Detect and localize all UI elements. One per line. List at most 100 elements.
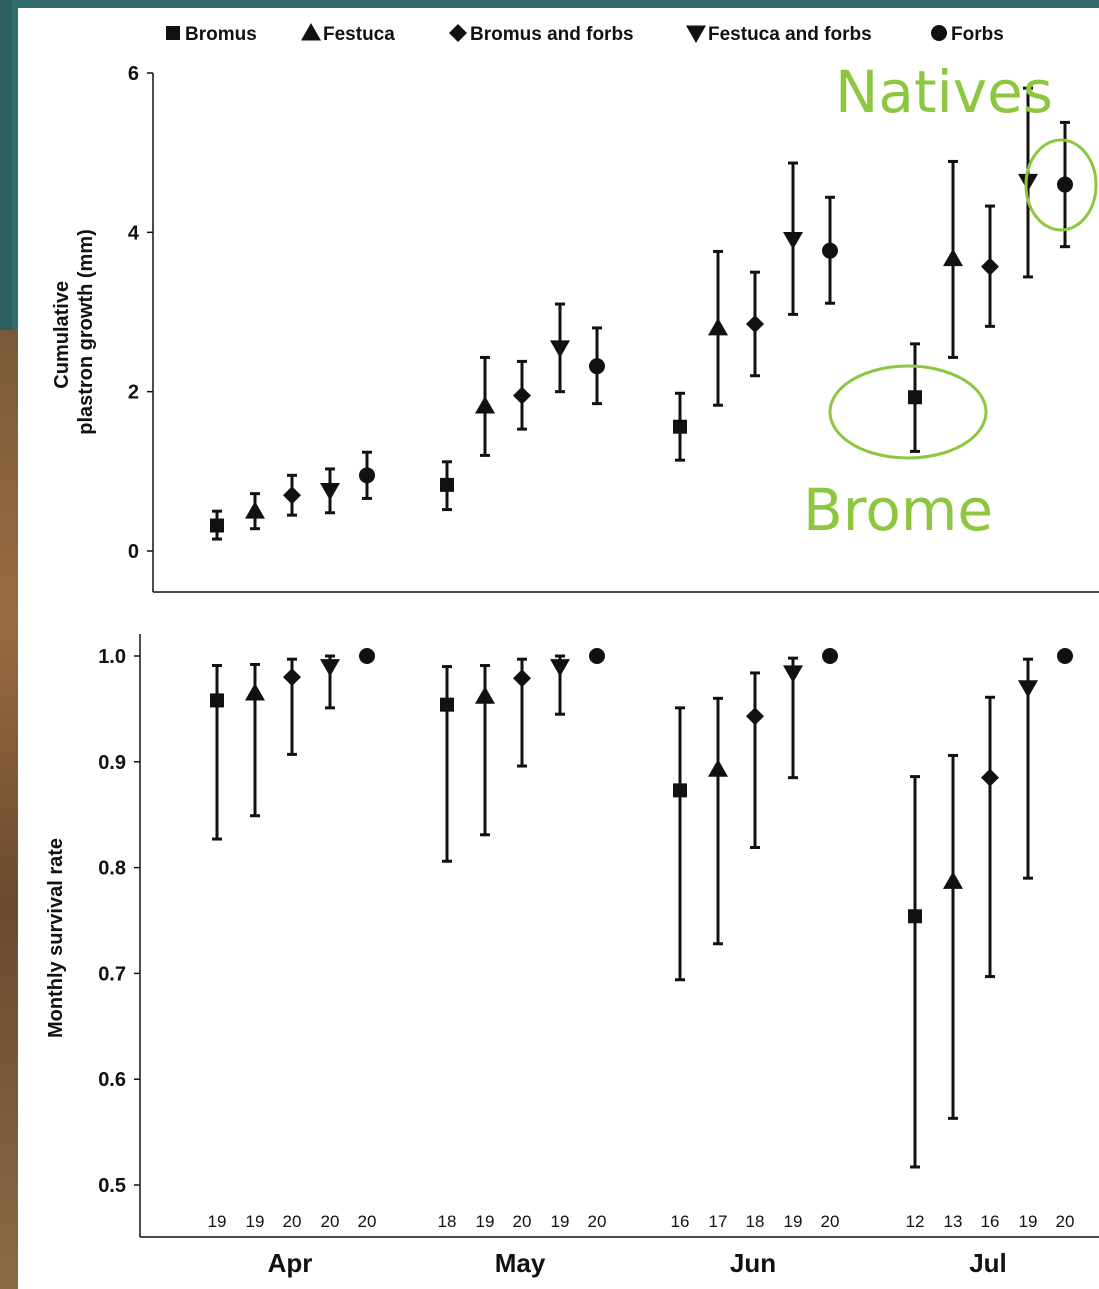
data-point-triangle-up xyxy=(943,248,963,267)
data-point-triangle-up xyxy=(708,759,728,777)
legend-label: Bromus and forbs xyxy=(470,24,634,45)
data-point-circle xyxy=(589,648,605,664)
brome-label: Brome xyxy=(803,476,993,544)
data-point-circle xyxy=(822,648,838,664)
data-point-triangle-up xyxy=(475,686,495,704)
data-point-triangle-down xyxy=(1018,173,1038,192)
legend-label: Festuca xyxy=(323,24,395,45)
legend-marker-triangle-up xyxy=(301,23,321,41)
sample-size-label: 16 xyxy=(981,1212,1000,1231)
legend-label: Forbs xyxy=(951,24,1004,45)
sample-size-label: 18 xyxy=(438,1212,457,1231)
data-point-triangle-up xyxy=(245,501,265,519)
data-point-triangle-down xyxy=(320,659,340,677)
data-point-triangle-down xyxy=(1018,680,1038,698)
sample-size-label: 16 xyxy=(671,1212,690,1231)
natives-ellipse xyxy=(1024,138,1098,232)
data-point-square xyxy=(210,518,224,533)
data-point-diamond xyxy=(746,707,764,726)
data-point-diamond xyxy=(513,386,531,405)
data-point-triangle-up xyxy=(943,871,963,889)
legend-marker-square xyxy=(166,26,180,40)
data-point-circle xyxy=(1057,176,1073,193)
data-point-square xyxy=(908,390,922,405)
data-point-diamond xyxy=(283,486,301,505)
month-label: Jun xyxy=(730,1248,776,1278)
sample-size-label: 19 xyxy=(476,1212,495,1231)
data-point-square xyxy=(673,783,687,798)
top-ylabel-line1: Cumulative xyxy=(51,281,73,389)
y-tick-label: 0.9 xyxy=(98,752,126,774)
legend-marker-circle xyxy=(931,25,947,41)
data-point-triangle-down xyxy=(320,482,340,501)
top-ylabel-line2: plastron growth (mm) xyxy=(75,229,97,435)
sample-size-label: 13 xyxy=(944,1212,963,1231)
bottom-data-marks xyxy=(210,648,1073,1169)
legend-marker-triangle-down xyxy=(686,25,706,43)
sample-size-label: 12 xyxy=(906,1212,925,1231)
data-point-diamond xyxy=(981,257,999,276)
annotations: Natives Brome xyxy=(803,58,1098,544)
legend-marker-diamond xyxy=(449,24,467,42)
y-tick-label: 0.7 xyxy=(98,963,126,985)
data-point-square xyxy=(673,419,687,434)
brome-ellipse xyxy=(828,364,988,460)
month-label: May xyxy=(495,1248,546,1278)
sample-size-label: 19 xyxy=(784,1212,803,1231)
data-point-triangle-down xyxy=(783,665,803,683)
bottom-chart: 0.5 0.6 0.7 0.8 0.9 1.0 Monthly survival rate… xyxy=(45,634,1099,1278)
top-data-marks xyxy=(210,86,1073,541)
top-y-axis-title: Cumulative plastron growth (mm) xyxy=(51,229,97,435)
bottom-y-ticks: 0.5 0.6 0.7 0.8 0.9 1.0 xyxy=(98,646,140,1197)
sample-size-label: 20 xyxy=(821,1212,840,1231)
sample-size-label: 20 xyxy=(1056,1212,1075,1231)
natives-label: Natives xyxy=(835,58,1053,126)
data-point-circle xyxy=(359,648,375,664)
data-point-square xyxy=(908,909,922,924)
data-point-square xyxy=(440,477,454,492)
sample-size-label: 19 xyxy=(246,1212,265,1231)
month-labels: Apr May Jun Jul xyxy=(268,1248,1007,1278)
y-tick-label: 0.8 xyxy=(98,858,126,880)
data-point-diamond xyxy=(513,669,531,688)
data-point-triangle-up xyxy=(475,396,495,414)
data-point-diamond xyxy=(283,668,301,687)
top-chart: 0 2 4 6 Cumulative plastron growth (mm) xyxy=(51,63,1099,593)
sample-size-label: 20 xyxy=(358,1212,377,1231)
y-tick-label: 0.6 xyxy=(98,1069,126,1091)
legend: Bromus Festuca Bromus and forbs Festuca and… xyxy=(166,23,1004,45)
data-point-circle xyxy=(589,358,605,375)
data-point-diamond xyxy=(981,768,999,787)
y-tick-label: 0.5 xyxy=(98,1175,126,1197)
bottom-y-axis-title: Monthly survival rate xyxy=(45,838,67,1038)
data-point-triangle-down xyxy=(783,232,803,250)
sample-size-label: 18 xyxy=(746,1212,765,1231)
data-point-triangle-up xyxy=(245,683,265,701)
y-tick-label: 1.0 xyxy=(98,646,126,668)
data-point-circle xyxy=(822,242,838,259)
data-point-square xyxy=(440,697,454,712)
legend-label: Bromus xyxy=(185,24,257,45)
sample-size-label: 17 xyxy=(709,1212,728,1231)
top-y-ticks: 0 2 4 6 xyxy=(128,63,153,563)
sample-size-label: 20 xyxy=(283,1212,302,1231)
sample-size-label: 19 xyxy=(551,1212,570,1231)
data-point-square xyxy=(210,693,224,708)
legend-label: Festuca and forbs xyxy=(708,24,872,45)
y-tick-label: 2 xyxy=(128,382,139,404)
data-point-circle xyxy=(359,467,375,484)
y-tick-label: 6 xyxy=(128,63,139,85)
sample-size-label: 20 xyxy=(321,1212,340,1231)
sample-size-label: 19 xyxy=(1019,1212,1038,1231)
data-point-circle xyxy=(1057,648,1073,664)
y-tick-label: 4 xyxy=(128,222,140,244)
data-point-diamond xyxy=(746,314,764,333)
data-point-triangle-down xyxy=(550,340,570,358)
sample-size-label: 20 xyxy=(588,1212,607,1231)
sample-size-label: 20 xyxy=(513,1212,532,1231)
sample-size-labels: 19 19 20 20 20 18 19 20 19 20 16 17 18 19 20 12 13 16 19 20 xyxy=(208,1212,1075,1231)
data-point-triangle-down xyxy=(550,659,570,677)
data-point-triangle-up xyxy=(708,317,728,336)
y-tick-label: 0 xyxy=(128,541,139,563)
